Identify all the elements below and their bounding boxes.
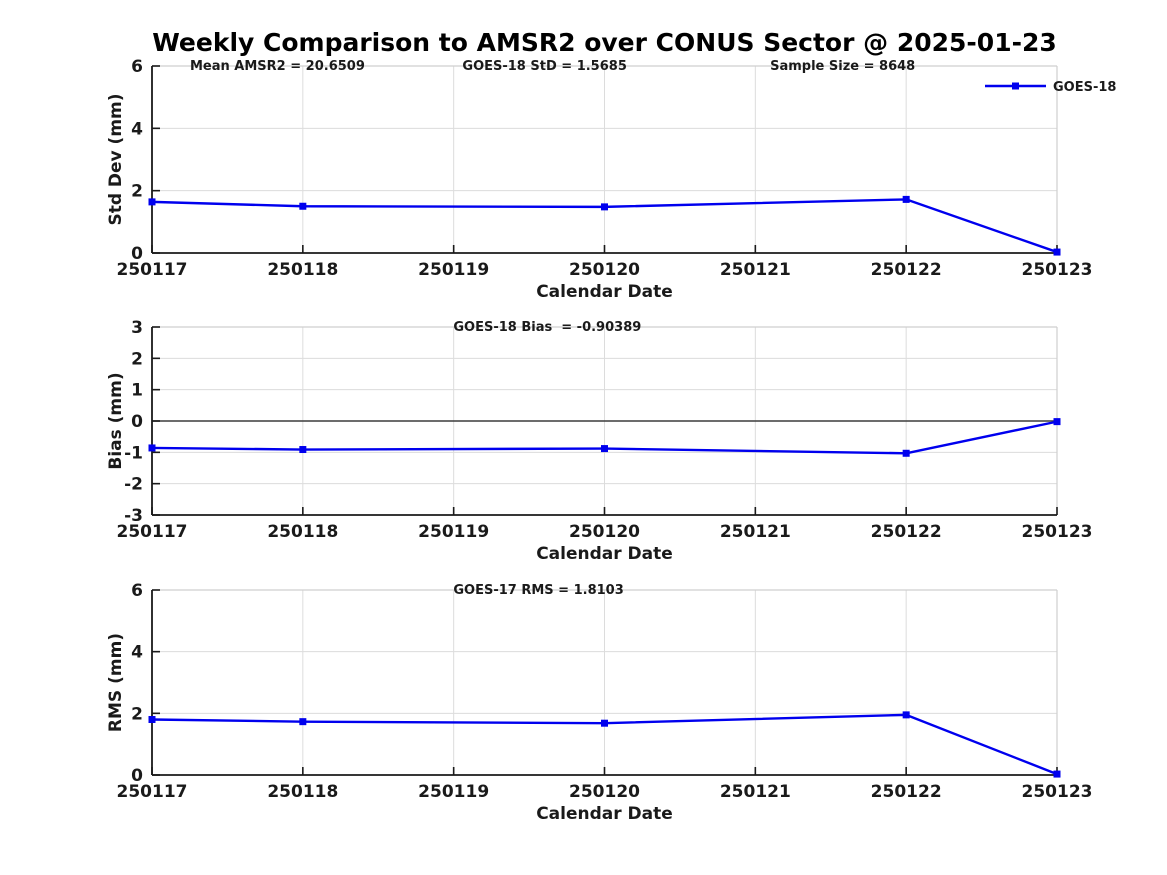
y-axis-label: Std Dev (mm) xyxy=(106,93,126,225)
x-tick-label: 250117 xyxy=(117,522,188,542)
x-tick-label: 250122 xyxy=(871,782,942,802)
y-axis-label: RMS (mm) xyxy=(106,633,126,732)
x-axis-label: Calendar Date xyxy=(536,804,673,824)
y-tick-label: 3 xyxy=(131,318,143,338)
x-tick-label: 250118 xyxy=(267,782,338,802)
x-tick-label: 250119 xyxy=(418,260,489,280)
x-axis-label: Calendar Date xyxy=(536,282,673,302)
y-tick-label: -1 xyxy=(124,443,143,463)
x-tick-label: 250119 xyxy=(418,522,489,542)
annotation: GOES-18 StD = 1.5685 xyxy=(462,59,626,74)
series-marker xyxy=(148,198,156,206)
y-tick-label: 0 xyxy=(131,412,143,432)
series-marker xyxy=(1053,248,1061,256)
series-marker xyxy=(601,719,608,727)
x-tick-label: 250120 xyxy=(569,782,640,802)
series-marker xyxy=(299,718,307,726)
y-tick-label: 2 xyxy=(131,704,143,724)
x-tick-label: 250117 xyxy=(117,260,188,280)
x-tick-label: 250120 xyxy=(569,522,640,542)
series-marker xyxy=(601,203,608,211)
series-marker xyxy=(902,195,910,203)
series-marker xyxy=(1053,770,1061,778)
annotation: Mean AMSR2 = 20.6509 xyxy=(190,59,365,74)
annotation: GOES-17 RMS = 1.8103 xyxy=(453,583,623,598)
series-marker xyxy=(902,449,910,457)
annotation: Sample Size = 8648 xyxy=(770,59,915,74)
y-tick-label: 6 xyxy=(131,57,143,77)
x-tick-label: 250117 xyxy=(117,782,188,802)
y-tick-label: 0 xyxy=(131,766,143,786)
figure-title: Weekly Comparison to AMSR2 over CONUS Se… xyxy=(152,28,1057,57)
y-tick-label: -3 xyxy=(124,506,143,526)
x-tick-label: 250121 xyxy=(720,260,791,280)
series-marker xyxy=(148,444,156,452)
x-tick-label: 250119 xyxy=(418,782,489,802)
x-tick-label: 250123 xyxy=(1022,782,1093,802)
y-tick-label: 0 xyxy=(131,244,143,264)
x-tick-label: 250122 xyxy=(871,260,942,280)
legend-marker xyxy=(1012,82,1019,90)
x-tick-label: 250121 xyxy=(720,522,791,542)
x-tick-label: 250121 xyxy=(720,782,791,802)
y-tick-label: 1 xyxy=(131,381,143,401)
y-tick-label: 2 xyxy=(131,182,143,202)
x-tick-label: 250123 xyxy=(1022,522,1093,542)
legend-label: GOES-18 xyxy=(1053,80,1116,95)
y-tick-label: 4 xyxy=(131,119,143,139)
series-marker xyxy=(148,716,156,723)
series-marker xyxy=(299,446,307,454)
series-marker xyxy=(601,445,608,453)
y-axis-label: Bias (mm) xyxy=(106,372,126,469)
series-marker xyxy=(902,711,910,719)
series-marker xyxy=(299,202,307,210)
y-tick-label: 4 xyxy=(131,643,143,663)
x-tick-label: 250118 xyxy=(267,260,338,280)
y-tick-label: 6 xyxy=(131,581,143,601)
x-tick-label: 250123 xyxy=(1022,260,1093,280)
x-tick-label: 250118 xyxy=(267,522,338,542)
annotation: GOES-18 Bias = -0.90389 xyxy=(453,320,641,335)
x-tick-label: 250122 xyxy=(871,522,942,542)
series-marker xyxy=(1053,418,1061,426)
x-tick-label: 250120 xyxy=(569,260,640,280)
y-tick-label: -2 xyxy=(124,475,143,495)
y-tick-label: 2 xyxy=(131,349,143,369)
x-axis-label: Calendar Date xyxy=(536,544,673,564)
